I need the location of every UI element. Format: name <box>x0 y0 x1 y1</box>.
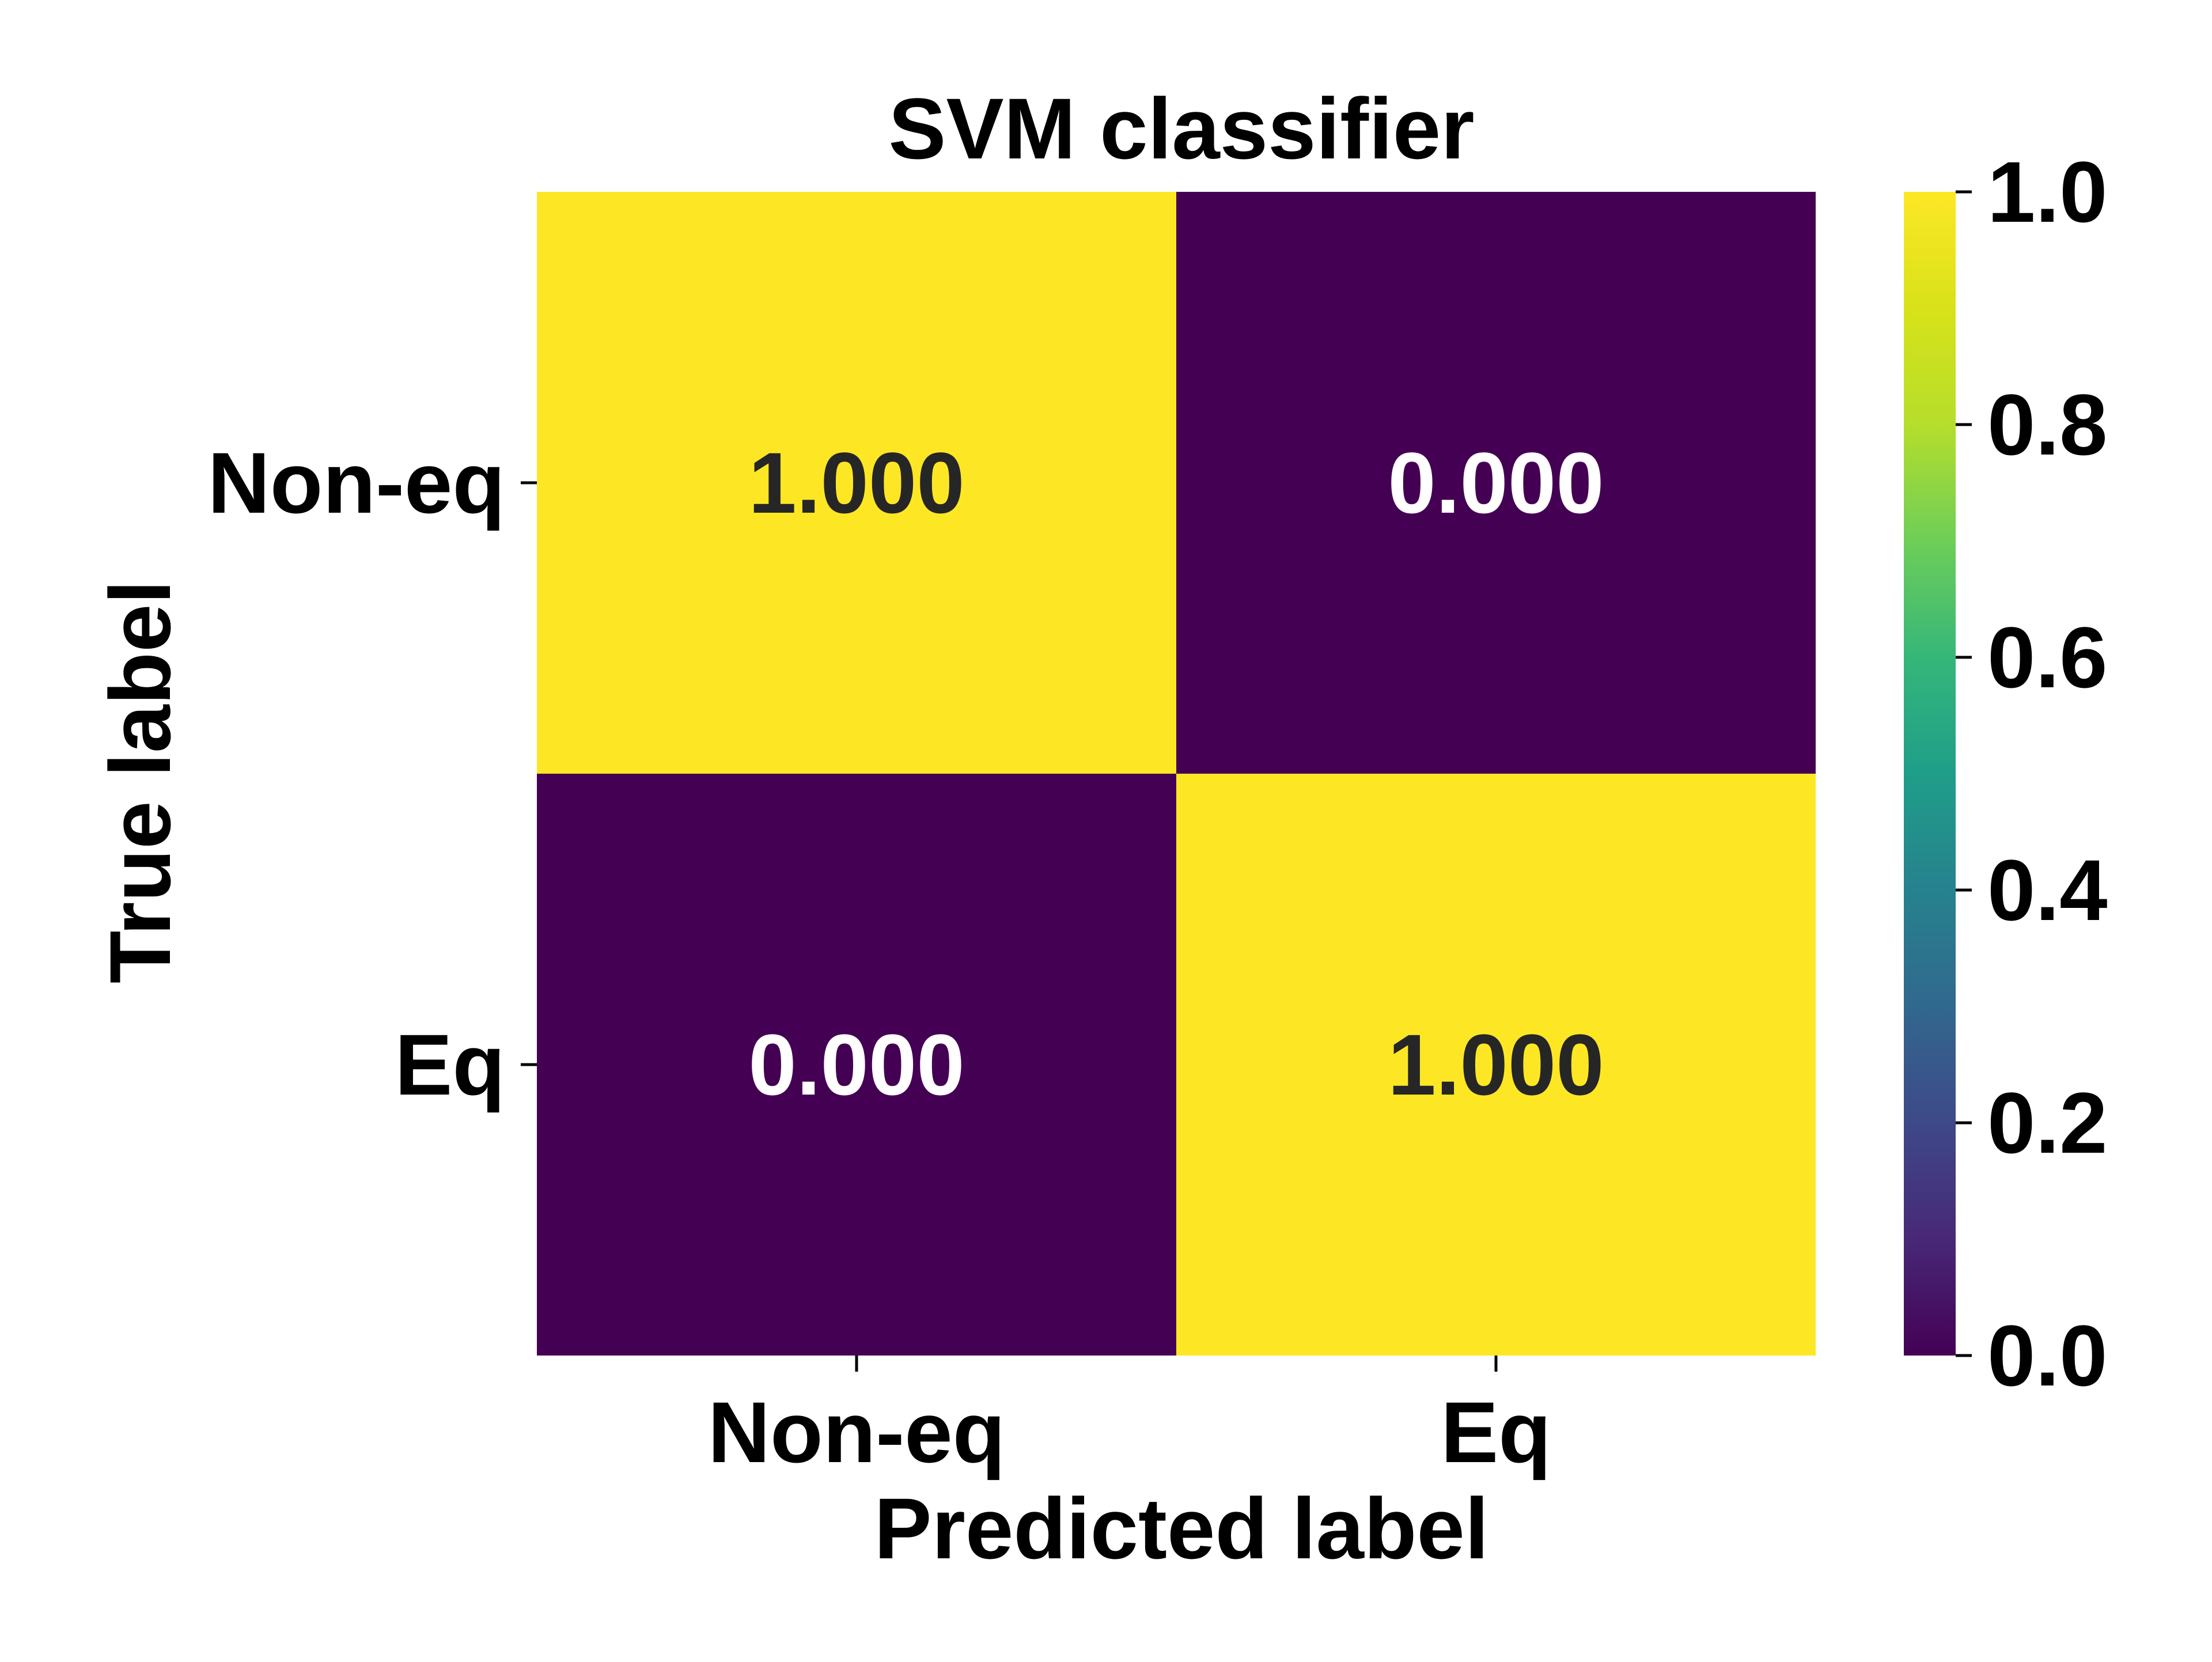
x-tick-label: Eq <box>1441 1384 1551 1481</box>
colorbar-tick-label: 0.0 <box>1987 1307 2108 1404</box>
heatmap-cell <box>1176 774 1816 1356</box>
heatmap-cells <box>537 192 1816 1356</box>
x-tick-label: Non-eq <box>708 1384 1006 1481</box>
y-axis: Non-eq Eq <box>207 434 537 1113</box>
chart-title: SVM classifier <box>888 80 1474 177</box>
heatmap-cell <box>537 192 1176 774</box>
y-tick-label: Eq <box>395 1016 505 1113</box>
x-axis: Non-eq Eq <box>708 1356 1551 1481</box>
colorbar-tick-label: 0.8 <box>1987 376 2108 473</box>
heatmap-cell-labels: 1.000 0.000 0.000 1.000 <box>748 434 1604 1113</box>
heatmap-cell-label: 0.000 <box>1388 434 1604 531</box>
y-axis-label: True label <box>92 580 188 983</box>
heatmap-cell <box>537 774 1176 1356</box>
heatmap-cell <box>1176 192 1816 774</box>
colorbar-tick-label: 0.6 <box>1987 609 2108 706</box>
heatmap-cell-label: 0.000 <box>748 1016 964 1113</box>
y-tick-label: Non-eq <box>207 434 505 531</box>
colorbar-tick-label: 0.2 <box>1987 1074 2108 1171</box>
colorbar <box>1904 192 1956 1356</box>
colorbar-tick-label: 0.4 <box>1987 842 2108 938</box>
heatmap-cell-label: 1.000 <box>748 434 964 531</box>
colorbar-ticks: 0.0 0.2 0.4 0.6 0.8 1.0 <box>1956 143 2108 1404</box>
colorbar-tick-label: 1.0 <box>1987 143 2108 240</box>
x-axis-label: Predicted label <box>874 1480 1488 1577</box>
heatmap-cell-label: 1.000 <box>1388 1016 1604 1113</box>
